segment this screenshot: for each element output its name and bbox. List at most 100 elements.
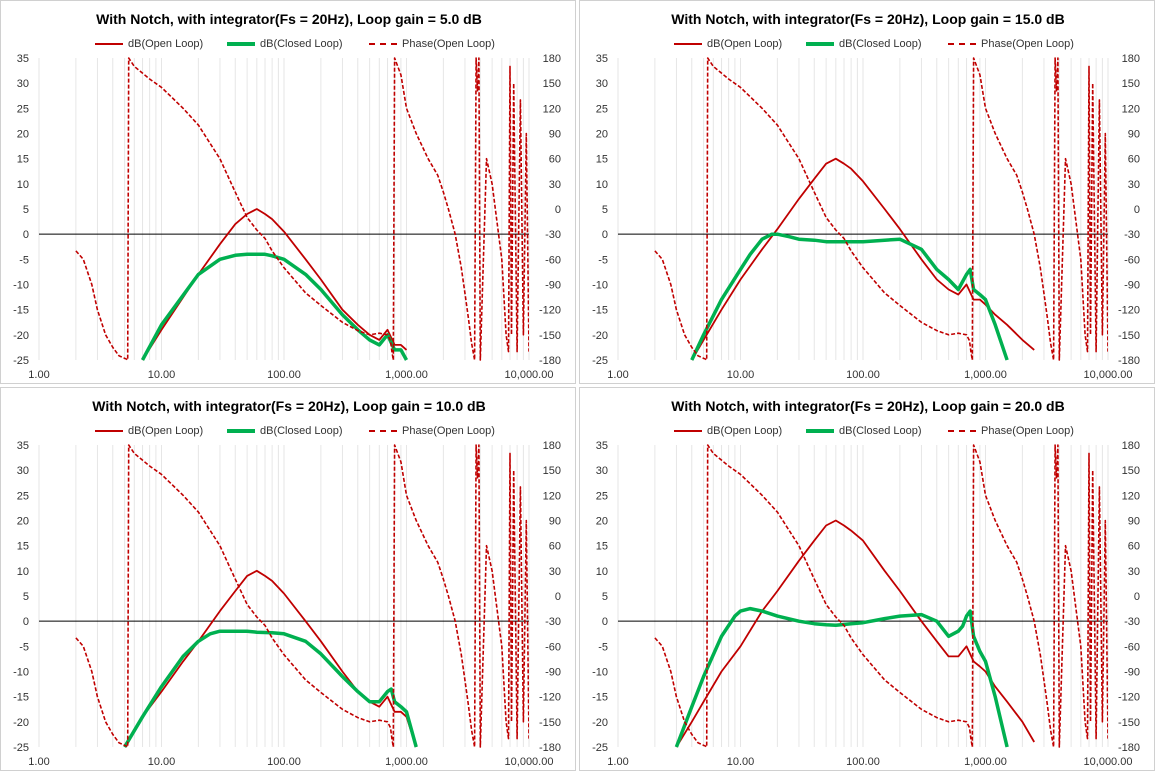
y2-tick-label: 90 [1128,516,1140,528]
y-tick-label: -20 [592,330,608,342]
y-tick-label: 35 [596,53,608,65]
bode-plot: 35 30 25 20 15 10 5 0 -5 -10 -15 -20 -25 180 150 120 90 6… [13,440,561,768]
legend-label-open-loop: dB(Open Loop) [707,425,783,437]
x-tick-label: 100.00 [267,369,301,381]
x-tick-label: 100.00 [846,756,880,768]
legend-label-open-loop: dB(Open Loop) [707,38,783,50]
y2-tick-label: 60 [549,541,561,553]
series-line-closed-loop [140,252,409,361]
y2-tick-label: 180 [543,440,561,452]
y2-tick-label: 90 [549,516,561,528]
y2-tick-label: 180 [543,53,561,65]
chart-panel-loop-gain-10db: With Notch, with integrator(Fs = 20Hz), … [0,387,576,771]
y2-tick-label: 150 [543,78,561,90]
series-line-phase [75,57,529,361]
y-tick-label: -25 [592,742,608,754]
y2-tick-label: 150 [1122,465,1140,477]
y2-tick-label: -180 [1118,742,1140,754]
legend-label-closed-loop: dB(Closed Loop) [260,425,343,437]
y-tick-label: -25 [13,355,29,367]
y2-tick-label: -90 [1124,280,1140,292]
x-tick-label: 100.00 [846,369,880,381]
y-tick-label: 25 [596,490,608,502]
y-tick-label: -5 [19,641,29,653]
legend-swatch-closed-loop [806,429,834,434]
legend-item-closed-loop: dB(Closed Loop) [227,425,343,437]
y-tick-label: 10 [17,566,29,578]
y-tick-label: 30 [596,78,608,90]
legend-item-open-loop: dB(Open Loop) [95,425,203,437]
y2-tick-label: -120 [539,692,561,704]
y-tick-label: 35 [17,440,29,452]
y2-tick-label: -60 [545,254,561,266]
y-tick-label: 15 [17,154,29,166]
y-tick-label: 5 [602,591,608,603]
legend-item-open-loop: dB(Open Loop) [674,425,782,437]
y2-tick-label: 30 [549,179,561,191]
y-tick-label: 5 [23,204,29,216]
y-tick-label: 35 [596,440,608,452]
y-tick-label: 30 [17,465,29,477]
series-line-closed-loop [690,232,1009,361]
y-tick-label: 20 [17,516,29,528]
y-tick-label: -10 [13,280,29,292]
legend-item-closed-loop: dB(Closed Loop) [806,38,922,50]
y-tick-label: -5 [598,641,608,653]
y2-tick-label: -30 [1124,229,1140,241]
y-tick-label: 15 [596,154,608,166]
y2-tick-label: 60 [1128,541,1140,553]
y-tick-label: -15 [13,305,29,317]
x-tick-label: 10.00 [727,756,755,768]
y2-tick-label: -150 [1118,330,1140,342]
y-tick-label: -20 [13,330,29,342]
x-tick-label: 10.00 [148,756,176,768]
legend-item-open-loop: dB(Open Loop) [674,38,782,50]
chart-legend: dB(Open Loop) dB(Closed Loop) Phase(Open… [580,38,1156,52]
y2-tick-label: -180 [539,355,561,367]
y-tick-label: 25 [17,490,29,502]
legend-swatch-open-loop [95,430,123,433]
legend-swatch-open-loop [674,43,702,46]
series-line-open-loop [691,157,1035,361]
legend-swatch-open-loop [674,430,702,433]
chart-panel-loop-gain-20db: With Notch, with integrator(Fs = 20Hz), … [579,387,1155,771]
y2-tick-label: -30 [545,616,561,628]
y2-tick-label: -60 [1124,641,1140,653]
y2-tick-label: 30 [549,566,561,578]
y2-tick-label: 180 [1122,53,1140,65]
y2-tick-label: 60 [1128,154,1140,166]
legend-swatch-closed-loop [227,429,255,434]
y-tick-label: 30 [596,465,608,477]
legend-item-phase: Phase(Open Loop) [948,38,1074,50]
y2-tick-label: -120 [539,305,561,317]
y-tick-label: 0 [602,616,608,628]
x-tick-label: 10,000.00 [1084,756,1133,768]
y2-tick-label: -120 [1118,305,1140,317]
y2-tick-label: 30 [1128,566,1140,578]
x-tick-label: 1,000.00 [385,369,428,381]
legend-label-open-loop: dB(Open Loop) [128,38,204,50]
chart-title: With Notch, with integrator(Fs = 20Hz), … [96,11,482,27]
legend-swatch-phase [369,430,397,433]
legend-swatch-open-loop [95,43,123,46]
y2-tick-label: 90 [549,129,561,141]
y2-tick-label: 0 [1134,204,1140,216]
x-tick-label: 1.00 [607,369,628,381]
chart-title: With Notch, with integrator(Fs = 20Hz), … [671,398,1065,414]
x-tick-label: 10.00 [148,369,176,381]
chart-legend: dB(Open Loop) dB(Closed Loop) Phase(Open… [1,425,577,439]
x-tick-label: 10,000.00 [505,369,554,381]
y-tick-label: 20 [596,516,608,528]
chart-legend: dB(Open Loop) dB(Closed Loop) Phase(Open… [1,38,577,52]
legend-swatch-closed-loop [227,42,255,47]
x-tick-label: 1.00 [28,369,49,381]
y-tick-label: -10 [13,667,29,679]
y2-tick-label: -60 [1124,254,1140,266]
y2-tick-label: -30 [1124,616,1140,628]
bode-plot: 35 30 25 20 15 10 5 0 -5 -10 -15 -20 -25 180 150 120 90 6… [13,53,561,381]
y2-tick-label: 0 [1134,591,1140,603]
y2-tick-label: -90 [1124,667,1140,679]
y-tick-label: 0 [602,229,608,241]
y-tick-label: -15 [592,692,608,704]
